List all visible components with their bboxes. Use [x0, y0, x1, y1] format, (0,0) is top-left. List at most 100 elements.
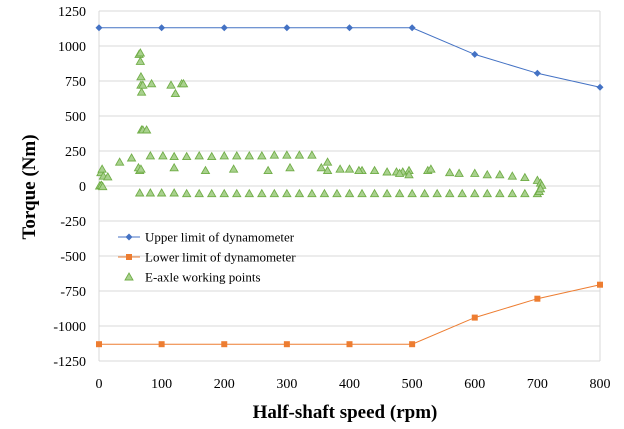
working-point — [344, 188, 355, 198]
y-tick-label: 250 — [65, 145, 86, 160]
working-point — [482, 169, 493, 179]
y-tick-label: 0 — [79, 180, 86, 195]
working-point — [394, 168, 405, 177]
working-point — [231, 150, 242, 160]
working-point — [138, 80, 148, 89]
x-tick-label: 800 — [590, 377, 611, 392]
working-point — [200, 165, 211, 175]
working-point — [134, 188, 145, 197]
working-point — [170, 88, 181, 98]
working-point — [469, 188, 480, 198]
x-axis-title: Half-shaft speed (rpm) — [253, 402, 438, 423]
working-point — [263, 165, 273, 175]
working-point — [535, 183, 546, 193]
working-point — [495, 169, 505, 179]
working-point — [136, 71, 146, 81]
x-tick-label: 200 — [214, 377, 235, 392]
working-point — [426, 164, 436, 173]
working-point — [257, 188, 267, 198]
lower-limit-point — [534, 295, 541, 302]
y-tick-label: -1000 — [53, 320, 86, 335]
upper-limit-point — [533, 69, 541, 77]
working-point — [382, 167, 392, 176]
x-tick-label: 0 — [96, 377, 103, 392]
upper-limit-point — [596, 83, 604, 91]
working-point — [156, 188, 167, 197]
working-point — [335, 164, 345, 173]
x-tick-label: 500 — [402, 377, 423, 392]
gridlines — [98, 10, 601, 362]
lower-limit-point — [96, 341, 102, 348]
series-line-1 — [99, 284, 601, 345]
y-tick-label: 500 — [65, 110, 86, 125]
working-point — [194, 150, 204, 160]
legend-marker-working — [124, 272, 134, 281]
legend-label-working: E-axle working points — [145, 270, 261, 285]
working-point — [135, 56, 146, 65]
working-point — [228, 164, 239, 173]
y-tick-label: 1000 — [58, 40, 86, 55]
working-point — [507, 188, 518, 198]
legend-label-upper: Upper limit of dynamometer — [145, 230, 295, 245]
working-point — [444, 167, 455, 177]
upper-limit-point — [220, 24, 228, 32]
working-point — [135, 48, 146, 57]
working-point — [454, 168, 464, 177]
working-point — [194, 188, 204, 198]
upper-limit-point — [283, 24, 291, 32]
working-point — [520, 188, 530, 198]
working-point — [102, 171, 113, 181]
x-tick-label: 400 — [339, 377, 360, 392]
x-axis-ticks: 0 100 200 300 400 500 600 700 800 — [96, 377, 611, 392]
lower-limit-point — [221, 341, 228, 348]
legend-marker-upper — [125, 233, 133, 241]
working-point — [407, 188, 417, 198]
y-axis-ticks: -1250 -1000 -750 -500 -250 0 250 500 750 1000 1250 — [53, 5, 86, 370]
working-point — [369, 165, 380, 175]
lower-limit-point — [283, 341, 290, 348]
x-tick-label: 600 — [464, 377, 485, 392]
working-point — [332, 188, 342, 198]
upper-limit-point — [158, 24, 166, 32]
working-point — [344, 164, 355, 173]
working-point — [404, 169, 414, 179]
lower-limit-point — [471, 314, 478, 321]
working-point — [136, 87, 147, 96]
working-point — [178, 78, 189, 88]
working-point — [126, 153, 137, 162]
working-point — [316, 162, 327, 172]
working-point — [507, 171, 518, 180]
working-point — [206, 188, 217, 198]
upper-limit-point — [346, 24, 353, 32]
working-point — [285, 162, 295, 172]
working-point — [114, 157, 125, 166]
upper-limit-point — [471, 50, 479, 58]
y-tick-label: 750 — [65, 75, 86, 90]
working-point — [166, 80, 176, 89]
working-point — [145, 150, 156, 160]
working-point — [444, 188, 455, 198]
working-point — [146, 78, 157, 88]
working-point — [169, 188, 179, 197]
working-point — [319, 188, 330, 198]
working-point — [257, 150, 267, 160]
working-point — [354, 165, 364, 175]
series-markers — [94, 24, 604, 348]
working-point — [432, 188, 442, 198]
upper-limit-point — [95, 24, 103, 32]
working-point — [136, 164, 146, 173]
lower-limit-point — [158, 341, 165, 348]
y-tick-label: -500 — [60, 250, 86, 265]
legend-label-lower: Lower limit of dynamometer — [145, 250, 296, 265]
working-point — [181, 188, 192, 198]
working-point — [231, 188, 242, 198]
working-point — [294, 188, 305, 198]
working-point — [219, 188, 230, 198]
x-tick-label: 700 — [527, 377, 548, 392]
legend: Upper limit of dynamometer Lower limit o… — [118, 230, 296, 285]
working-point — [206, 151, 217, 161]
working-point — [495, 188, 505, 198]
working-point — [457, 188, 468, 198]
legend-marker-lower — [126, 254, 132, 260]
